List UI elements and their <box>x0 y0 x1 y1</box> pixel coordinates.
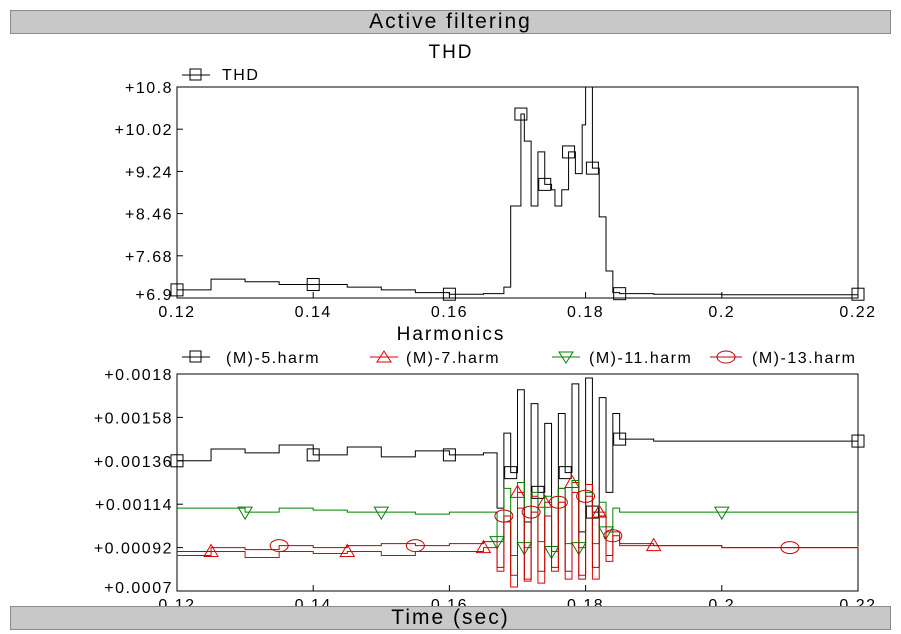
window-title: Active filtering <box>369 10 532 33</box>
legend-label-11-harm: (M)-11.harm <box>589 350 692 367</box>
y-tick-label: +7.68 <box>125 249 173 266</box>
thd-panel: THD THD 0.12 0.14 0.16 0.18 0.2 0.22 +6.9 +7.68… <box>115 42 876 321</box>
x-tick-label: 0.18 <box>567 304 604 321</box>
data-point-square-marker <box>585 161 599 175</box>
data-point-triangle-down-marker <box>489 536 505 550</box>
data-point-circle-marker <box>521 505 541 519</box>
data-point-square-marker <box>613 287 627 301</box>
harmonics-panel-title: Harmonics <box>397 324 506 345</box>
legend-label-thd: THD <box>222 67 259 84</box>
legend-circle-marker-icon <box>716 350 736 364</box>
data-point-square-marker <box>442 448 456 462</box>
data-point-square-marker <box>851 287 865 301</box>
data-point-square-marker <box>538 177 552 191</box>
x-tick-label: 0.14 <box>295 304 332 321</box>
x-tick-label: 0.2 <box>708 304 735 321</box>
harmonics-panel: Harmonics (M)-5.harm (M)-7.harm (M)-11.h… <box>94 324 875 614</box>
y-tick-label: +10.8 <box>125 80 173 97</box>
y-tick-label: +8.46 <box>125 207 173 224</box>
series-line--m-13-harm <box>177 491 859 580</box>
data-point-triangle-up-marker <box>475 539 492 554</box>
data-point-triangle-down-marker <box>237 506 253 521</box>
data-point-triangle-up-marker <box>339 543 356 558</box>
data-point-circle-marker <box>269 539 289 553</box>
x-tick-label: 0.16 <box>431 304 468 321</box>
data-point-square-marker <box>170 283 184 297</box>
legend-square-marker-icon <box>189 68 202 81</box>
y-tick-label: +0.00136 <box>94 454 173 471</box>
data-point-triangle-up-marker <box>645 537 662 552</box>
series-line--m-5-harm <box>177 377 858 553</box>
data-point-square-marker <box>504 466 518 480</box>
x-axis-label: Time (sec) <box>391 606 510 629</box>
data-point-square-marker <box>442 287 456 301</box>
thd-panel-title: THD <box>428 42 473 63</box>
data-point-square-marker <box>514 107 528 121</box>
y-tick-label: +10.02 <box>115 122 173 139</box>
data-point-square-marker <box>562 145 576 159</box>
y-tick-label: +9.24 <box>125 164 173 181</box>
x-tick-label: 0.12 <box>158 304 195 321</box>
data-point-square-marker <box>851 434 865 448</box>
x-axis-label-bar: Time (sec) <box>10 606 891 630</box>
thd-legend: THD <box>182 67 259 84</box>
data-point-square-marker <box>306 448 320 462</box>
y-tick-label: +0.00158 <box>94 410 173 427</box>
legend-triangle-up-marker-icon <box>376 350 392 363</box>
thd-plot-area <box>176 86 859 299</box>
data-point-circle-marker <box>576 489 596 503</box>
data-point-circle-marker <box>405 539 425 553</box>
data-point-circle-marker <box>780 541 800 555</box>
data-point-square-marker <box>170 454 184 468</box>
data-point-triangle-down-marker <box>713 506 730 521</box>
data-point-square-marker <box>558 466 572 480</box>
legend-label-5-harm: (M)-5.harm <box>226 350 320 367</box>
data-point-circle-marker <box>548 495 568 509</box>
y-tick-label: +6.9 <box>135 287 173 304</box>
legend-triangle-down-marker-icon <box>558 351 574 364</box>
legend-square-marker-icon <box>189 350 202 363</box>
legend-label-13-harm: (M)-13.harm <box>752 350 857 367</box>
harmonics-legend: (M)-5.harm (M)-7.harm (M)-11.harm (M)-13… <box>182 350 857 367</box>
y-tick-label: +0.0007 <box>104 580 173 597</box>
x-tick-label: 0.22 <box>839 304 876 321</box>
data-point-triangle-up-marker <box>203 543 219 558</box>
y-tick-label: +0.0018 <box>104 367 173 384</box>
window-title-bar: Active filtering <box>10 10 891 34</box>
y-tick-label: +0.00092 <box>94 541 173 558</box>
data-point-circle-marker <box>494 509 514 523</box>
series-line-thd <box>177 86 859 296</box>
data-point-circle-marker <box>603 529 623 543</box>
data-point-square-marker <box>306 277 320 291</box>
y-tick-label: +0.00114 <box>95 497 173 514</box>
data-point-square-marker <box>613 432 627 446</box>
legend-label-7-harm: (M)-7.harm <box>406 350 500 367</box>
data-point-triangle-down-marker <box>373 506 390 521</box>
